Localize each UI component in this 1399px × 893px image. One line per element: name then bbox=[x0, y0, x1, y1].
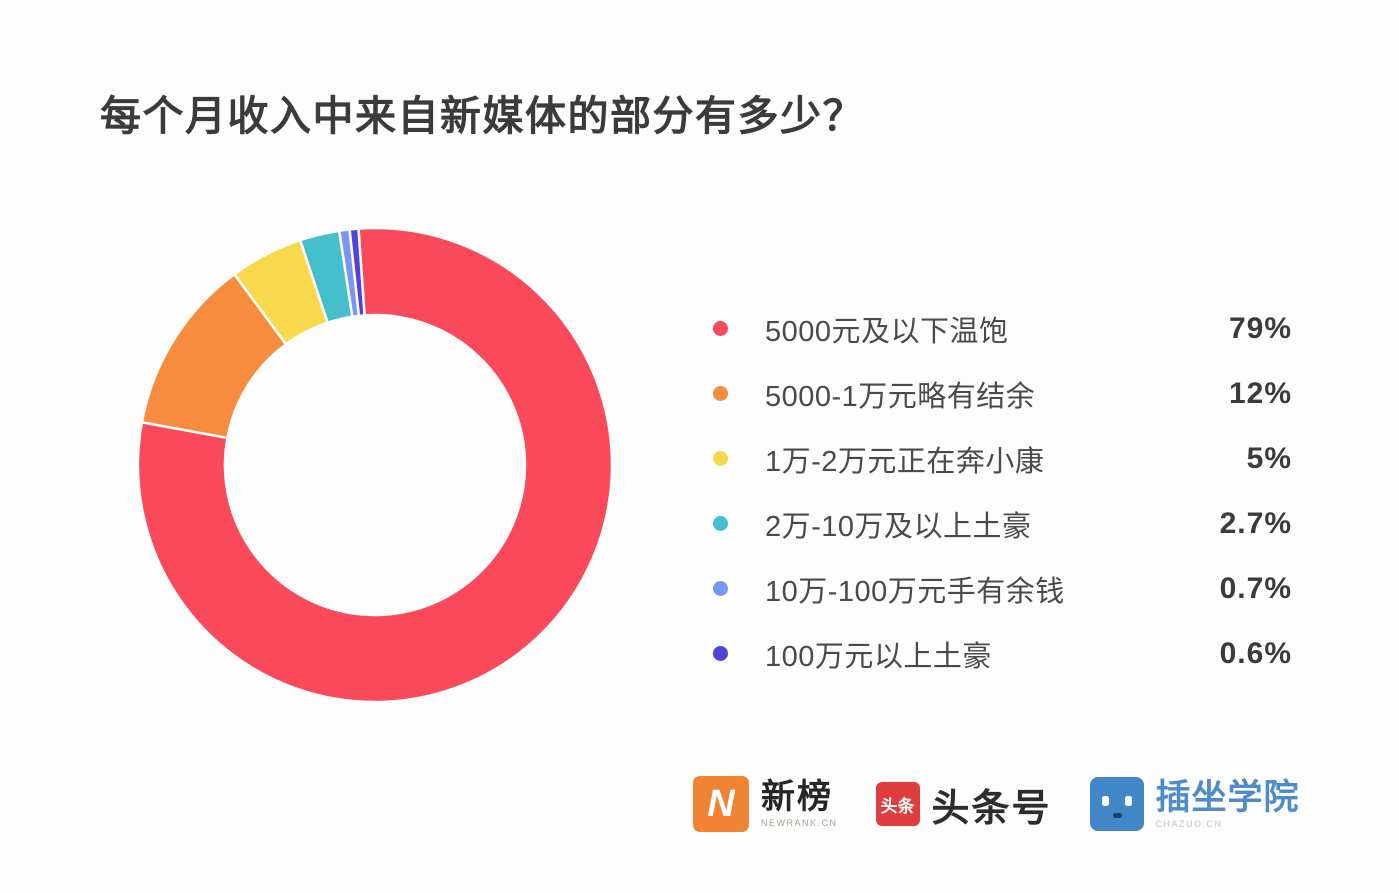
chazuo-logo-text: 插坐学院 bbox=[1155, 777, 1300, 817]
legend-label: 100万元以上土豪 bbox=[765, 640, 992, 673]
legend-swatch-icon bbox=[713, 581, 728, 596]
toutiao-icon: 头条 bbox=[875, 782, 920, 826]
legend-item: 5000元及以下温饱 79% bbox=[706, 296, 1292, 361]
chazuo-logo: 插坐学院 CHAZUO.CN bbox=[1089, 777, 1300, 831]
legend-value: 79% bbox=[1228, 311, 1292, 345]
chazuo-robot-icon bbox=[1089, 777, 1144, 831]
chart-legend: 5000元及以下温饱 79% 5000-1万元略有结余 12% 1万-2万元正在… bbox=[706, 296, 1292, 686]
toutiao-logo-text: 头条号 bbox=[931, 787, 1052, 830]
legend-item: 1万-2万元正在奔小康 5% bbox=[706, 426, 1292, 491]
chazuo-logo-subtext: CHAZUO.CN bbox=[1155, 818, 1223, 829]
legend-label: 1万-2万元正在奔小康 bbox=[765, 445, 1045, 478]
newrank-icon: N bbox=[693, 776, 749, 832]
legend-value: 0.6% bbox=[1219, 636, 1292, 670]
legend-label: 5000元及以下温饱 bbox=[765, 315, 1009, 348]
legend-swatch-icon bbox=[713, 321, 728, 336]
newrank-logo-subtext: NEWRANK.CN bbox=[761, 818, 838, 828]
newrank-logo: N 新榜 NEWRANK.CN bbox=[693, 776, 838, 832]
legend-swatch-icon bbox=[713, 646, 728, 661]
legend-swatch-icon bbox=[713, 516, 728, 531]
newrank-logo-text: 新榜 bbox=[761, 778, 833, 816]
donut-chart-svg bbox=[136, 226, 614, 704]
legend-value: 2.7% bbox=[1219, 506, 1292, 540]
donut-chart bbox=[135, 225, 615, 705]
legend-item: 10万-100万元手有余钱 0.7% bbox=[706, 556, 1292, 621]
donut-slice bbox=[136, 226, 614, 704]
legend-value: 0.7% bbox=[1219, 571, 1292, 605]
footer-logos: N 新榜 NEWRANK.CN 头条 头条号 插坐学院 CHAZUO.CN bbox=[693, 776, 1300, 832]
legend-item: 5000-1万元略有结余 12% bbox=[706, 361, 1292, 426]
toutiao-logo: 头条 头条号 bbox=[875, 777, 1052, 832]
legend-swatch-icon bbox=[713, 451, 728, 466]
legend-item: 100万元以上土豪 0.6% bbox=[706, 621, 1292, 686]
legend-label: 5000-1万元略有结余 bbox=[765, 380, 1036, 413]
legend-value: 12% bbox=[1228, 376, 1292, 410]
donut-slice bbox=[348, 227, 366, 318]
legend-label: 10万-100万元手有余钱 bbox=[765, 575, 1065, 608]
chart-title: 每个月收入中来自新媒体的部分有多少？ bbox=[100, 93, 865, 139]
legend-swatch-icon bbox=[713, 386, 728, 401]
legend-item: 2万-10万及以上土豪 2.7% bbox=[706, 491, 1292, 556]
legend-value: 5% bbox=[1246, 441, 1292, 475]
legend-label: 2万-10万及以上土豪 bbox=[765, 510, 1032, 543]
